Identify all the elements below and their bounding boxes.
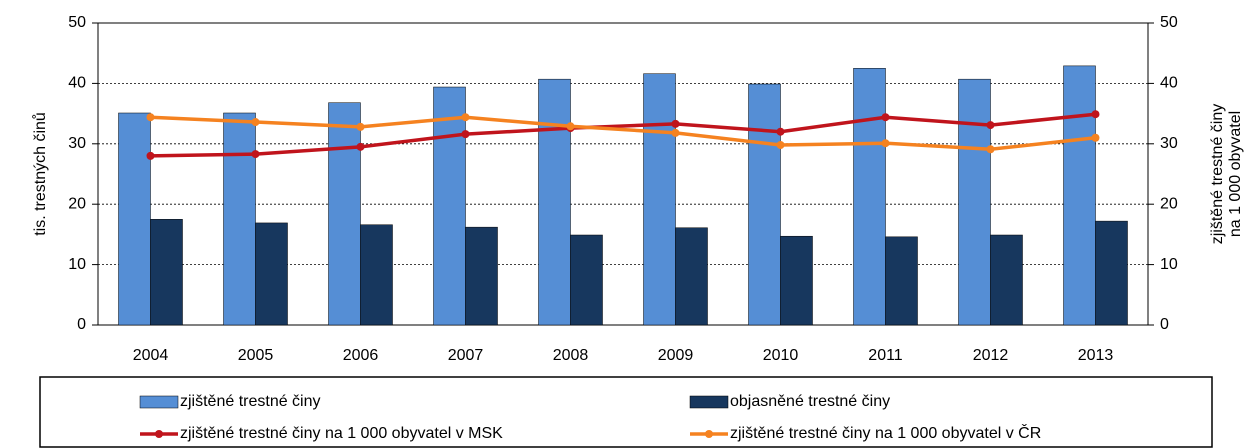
x-tick-label: 2007	[448, 347, 484, 364]
bar	[223, 112, 256, 326]
legend-label: zjištěné trestné činy	[180, 393, 321, 410]
y-tick-label: 10	[68, 256, 86, 273]
x-tick-label: 2008	[553, 347, 589, 364]
y-tick-label: 50	[68, 14, 86, 31]
marker	[146, 113, 155, 122]
marker	[356, 122, 365, 131]
bar	[1063, 65, 1096, 326]
y-axis-label: tis. trestných činů	[31, 112, 49, 236]
bar	[538, 78, 571, 326]
legend-label: zjištěné trestné činy na 1 000 obyvatel …	[730, 423, 1041, 442]
bar	[748, 83, 781, 326]
marker	[146, 151, 155, 160]
x-tick-label: 2013	[1078, 347, 1114, 364]
marker	[986, 121, 995, 130]
bar	[675, 227, 708, 326]
legend-label: objasněné trestné činy	[730, 393, 890, 410]
plot-frame	[97, 22, 1149, 326]
x-tick-label: 2004	[133, 347, 169, 364]
legend-swatch	[139, 395, 179, 409]
bar	[885, 236, 918, 326]
bar	[853, 68, 886, 326]
legend-marker	[155, 430, 163, 438]
bar	[255, 222, 288, 326]
bar	[118, 112, 151, 326]
legend-marker	[705, 430, 713, 438]
bar	[433, 86, 466, 326]
y-tick-label: 30	[68, 135, 86, 152]
marker	[461, 130, 470, 139]
marker	[566, 122, 575, 131]
x-tick-label: 2012	[973, 347, 1009, 364]
x-tick-label: 2006	[343, 347, 379, 364]
y2-axis-label: na 1 000 obyvatel	[1227, 111, 1244, 237]
y-tick-label: 40	[68, 75, 86, 92]
marker	[881, 139, 890, 148]
marker	[986, 145, 995, 154]
y-tick-label: 0	[77, 316, 86, 333]
bar	[570, 234, 603, 326]
line	[150, 115, 1096, 151]
marker	[1091, 133, 1100, 142]
bar	[1095, 220, 1128, 326]
marker	[776, 127, 785, 136]
y2-axis-label: zjištěné trestné činy	[1209, 104, 1226, 245]
y2-tick-label: 20	[1160, 195, 1178, 212]
marker	[881, 113, 890, 122]
legend-label: zjištěné trestné činy na 1 000 obyvatel …	[180, 425, 503, 442]
bar	[328, 102, 361, 326]
y-tick-label: 20	[68, 195, 86, 212]
legend-box	[39, 376, 1213, 448]
x-tick-label: 2011	[868, 347, 903, 364]
legend-swatch	[689, 395, 729, 409]
y2-tick-label: 0	[1160, 316, 1169, 333]
bar	[643, 73, 676, 326]
bar	[958, 78, 991, 326]
marker	[461, 113, 470, 122]
y2-tick-label: 10	[1160, 256, 1178, 273]
marker	[251, 118, 260, 127]
marker	[356, 142, 365, 151]
marker	[251, 150, 260, 159]
bar	[465, 226, 498, 326]
x-tick-label: 2005	[238, 347, 274, 364]
bar	[150, 219, 183, 326]
x-tick-label: 2009	[658, 347, 694, 364]
bar	[990, 234, 1023, 326]
marker	[671, 128, 680, 137]
line	[150, 112, 1096, 158]
y2-tick-label: 30	[1160, 135, 1178, 152]
bar	[360, 224, 393, 326]
marker	[1091, 110, 1100, 119]
y2-tick-label: 40	[1160, 75, 1178, 92]
y2-tick-label: 50	[1160, 14, 1178, 31]
marker	[671, 119, 680, 128]
marker	[776, 141, 785, 150]
x-tick-label: 2010	[763, 347, 799, 364]
bar	[780, 235, 813, 326]
